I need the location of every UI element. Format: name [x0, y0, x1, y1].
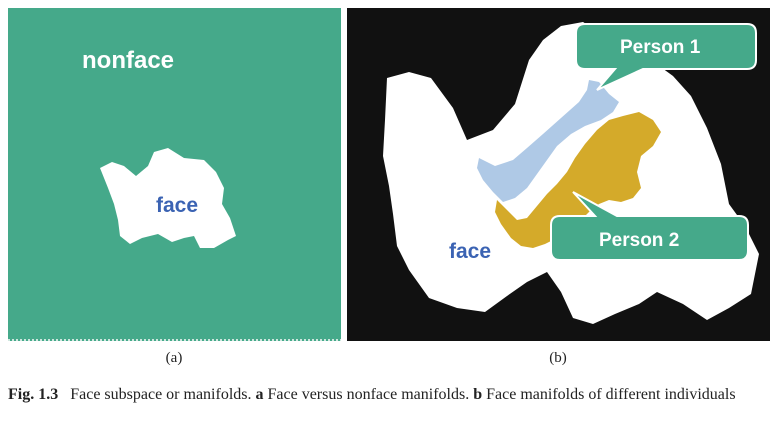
face-label-b: face [449, 240, 491, 263]
person-2-manifold [495, 112, 661, 248]
person-2-label: Person 2 [599, 230, 679, 251]
caption-text-1: Face subspace or manifolds. [70, 386, 252, 403]
face-label: face [156, 194, 198, 217]
panel-a-label: (a) [165, 350, 183, 366]
caption-text-3: Face manifolds of different individuals [486, 386, 736, 403]
face-region [100, 148, 236, 248]
panel-b-label: (b) [549, 350, 567, 366]
person-1-label: Person 1 [620, 37, 701, 58]
person-2-callout [550, 191, 749, 261]
panel-a-face-vs-nonface: nonface face [8, 8, 341, 341]
person-1-manifold [477, 80, 619, 202]
caption-marker-b: b [473, 386, 483, 403]
person-1-callout [575, 23, 757, 91]
figure-caption: Fig. 1.3 Face subspace or manifolds. a F… [8, 384, 768, 405]
nonface-label: nonface [82, 47, 174, 74]
caption-text-2: Face versus nonface manifolds. [267, 386, 470, 403]
panel-b-person-manifolds: Person 1 Person 2 face [347, 8, 770, 341]
figure-number: Fig. 1.3 [8, 386, 59, 403]
caption-marker-a: a [255, 386, 264, 403]
